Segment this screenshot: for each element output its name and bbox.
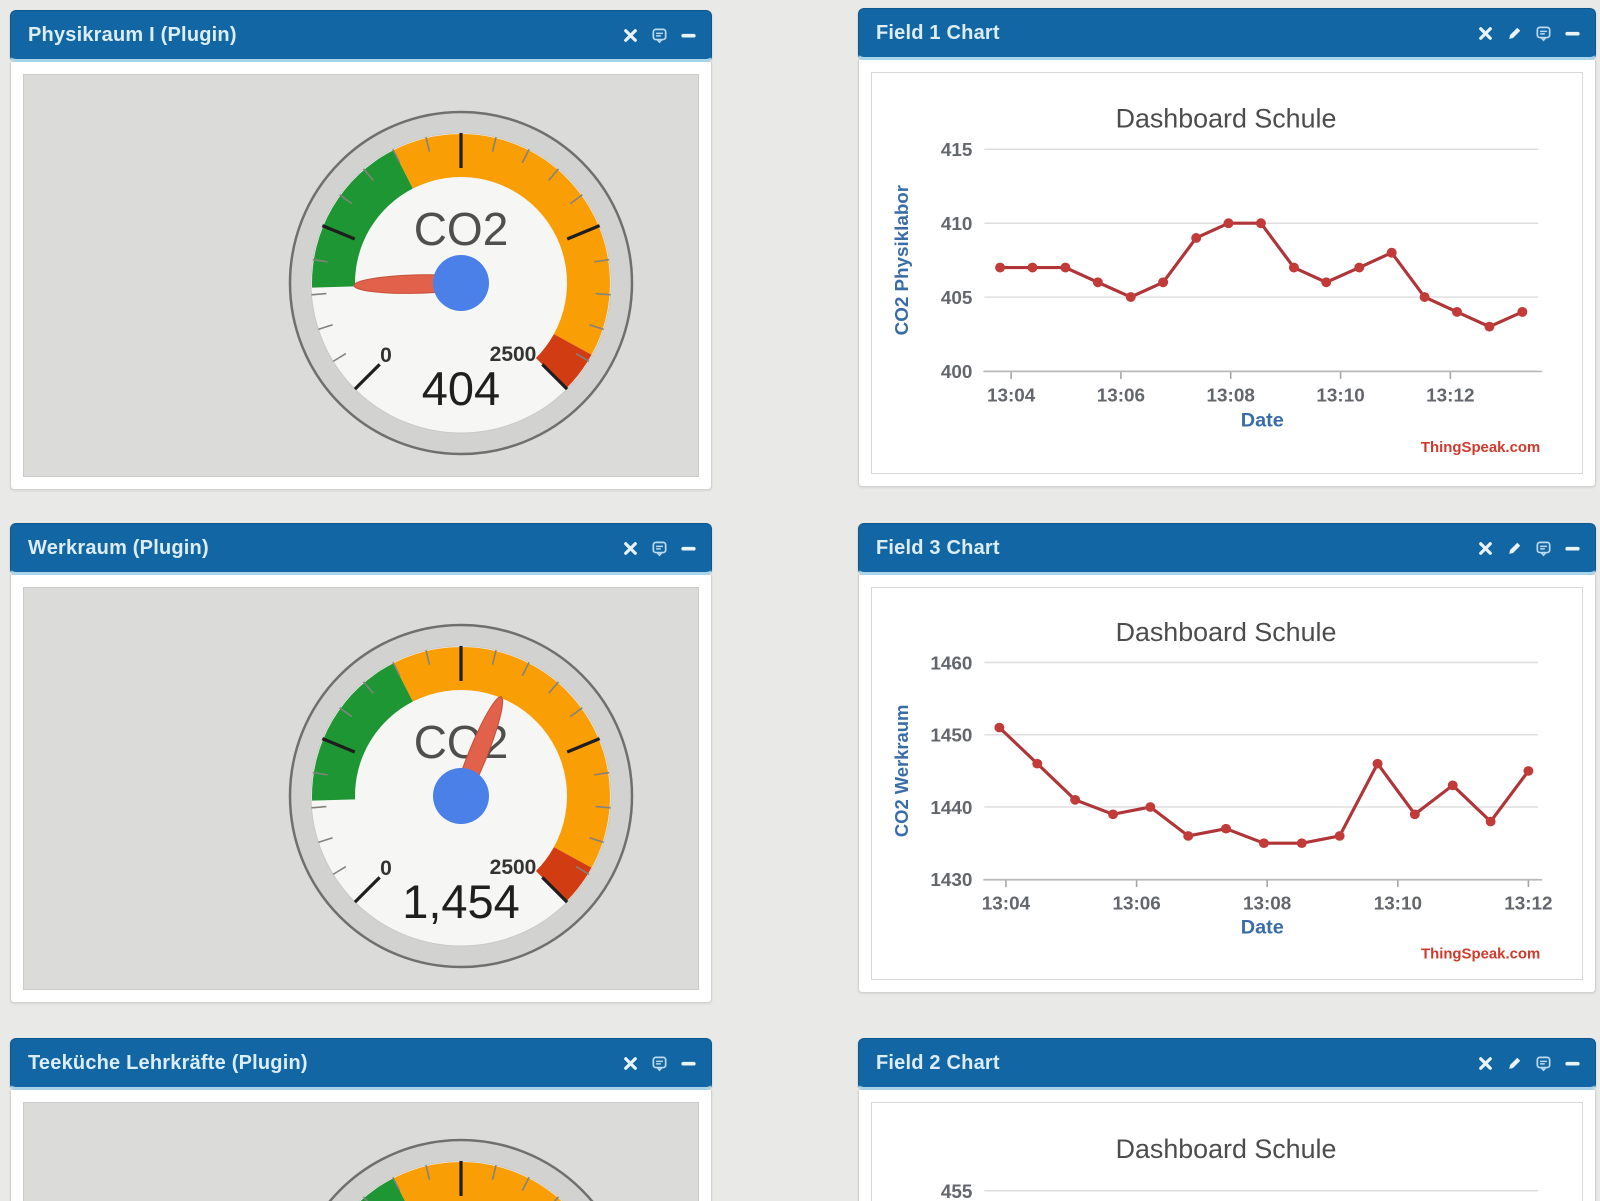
collapse-minus-icon[interactable]	[680, 1055, 697, 1072]
collapse-minus-icon[interactable]	[1564, 1055, 1581, 1072]
panel-title: Teeküche Lehrkräfte (Plugin)	[28, 1051, 308, 1074]
svg-text:1,454: 1,454	[402, 875, 520, 928]
line-chart-field3: Dashboard Schule 1430 1440 1450 1460 13:04 13:…	[871, 587, 1583, 980]
svg-text:Dashboard Schule: Dashboard Schule	[1116, 1134, 1337, 1164]
svg-text:405: 405	[941, 287, 973, 308]
close-icon[interactable]	[1477, 1055, 1494, 1072]
svg-text:13:06: 13:06	[1112, 893, 1160, 914]
edit-pencil-icon[interactable]	[1506, 25, 1523, 42]
close-icon[interactable]	[1477, 25, 1494, 42]
gauge-panel-werkraum: Werkraum (Plugin) CO2 0 2500 1,454	[10, 523, 712, 1003]
line-chart-svg: Dashboard Schule 1430 1440 1450 1460 13:04 13:…	[891, 618, 1553, 963]
svg-text:CO2 Werkraum: CO2 Werkraum	[891, 705, 912, 837]
comment-badge-icon[interactable]	[651, 540, 668, 557]
svg-text:13:04: 13:04	[982, 893, 1031, 914]
comment-badge-icon[interactable]	[1535, 25, 1552, 42]
svg-text:2500: 2500	[490, 856, 537, 879]
svg-text:Dashboard Schule: Dashboard Schule	[1116, 104, 1337, 134]
close-icon[interactable]	[622, 1055, 639, 1072]
close-icon[interactable]	[1477, 540, 1494, 557]
svg-text:Date: Date	[1241, 410, 1284, 432]
svg-text:1450: 1450	[930, 725, 972, 746]
svg-text:455: 455	[941, 1182, 972, 1201]
line-chart-svg: Dashboard Schule 400 405 410 415 13:04 13:06 13…	[891, 104, 1543, 456]
svg-text:CO2 Physiklabor: CO2 Physiklabor	[891, 184, 912, 335]
comment-badge-icon[interactable]	[651, 27, 668, 44]
svg-text:404: 404	[422, 362, 500, 415]
svg-text:1440: 1440	[930, 797, 972, 818]
line-chart-field2: Dashboard Schule 455	[871, 1102, 1583, 1201]
svg-text:CO2: CO2	[414, 203, 509, 255]
svg-text:0: 0	[380, 857, 392, 880]
panel-title: Physikraum I (Plugin)	[28, 23, 237, 46]
line-chart-field1: Dashboard Schule 400 405 410 415 13:04 13:06 13…	[871, 72, 1583, 474]
svg-text:Dashboard Schule: Dashboard Schule	[1116, 618, 1337, 648]
panel-title: Field 3 Chart	[876, 536, 1000, 559]
svg-text:2500: 2500	[490, 343, 537, 366]
panel-drag-header[interactable]: Werkraum (Plugin)	[10, 523, 712, 575]
collapse-minus-icon[interactable]	[680, 540, 697, 557]
svg-text:400: 400	[941, 361, 973, 382]
gauge-panel-physikraum: Physikraum I (Plugin) CO2 0 2500 404	[10, 10, 712, 490]
svg-text:ThingSpeak.com: ThingSpeak.com	[1421, 440, 1540, 456]
svg-text:13:08: 13:08	[1207, 385, 1255, 406]
collapse-minus-icon[interactable]	[1564, 540, 1581, 557]
panel-drag-header[interactable]: Field 1 Chart	[858, 8, 1596, 60]
chart-panel-body: Dashboard Schule 1430 1440 1450 1460 13:04 13:…	[858, 575, 1596, 993]
co2-gauge: CO2 0 2500 404	[23, 74, 699, 477]
svg-text:13:12: 13:12	[1426, 385, 1474, 406]
svg-text:13:06: 13:06	[1097, 385, 1145, 406]
panel-title: Field 1 Chart	[876, 21, 1000, 44]
chart-panel-field1: Field 1 Chart Dashboard Schule 400 405 410 4…	[858, 8, 1596, 487]
svg-text:1430: 1430	[930, 869, 972, 890]
svg-text:13:12: 13:12	[1504, 893, 1552, 914]
comment-badge-icon[interactable]	[651, 1055, 668, 1072]
comment-badge-icon[interactable]	[1535, 540, 1552, 557]
svg-text:410: 410	[941, 213, 973, 234]
svg-text:13:08: 13:08	[1243, 893, 1291, 914]
gauge-panel-body: CO2 0 2500 404	[10, 62, 712, 490]
edit-pencil-icon[interactable]	[1506, 1055, 1523, 1072]
panel-title: Field 2 Chart	[876, 1051, 1000, 1074]
line-chart-svg: Dashboard Schule 455	[941, 1134, 1539, 1201]
gauge-panel-body: CO2 0 2500 1,454	[10, 575, 712, 1003]
svg-text:13:04: 13:04	[987, 385, 1036, 406]
chart-panel-body: Dashboard Schule 400 405 410 415 13:04 13:06 13…	[858, 60, 1596, 487]
comment-badge-icon[interactable]	[1535, 1055, 1552, 1072]
panel-title: Werkraum (Plugin)	[28, 536, 209, 559]
close-icon[interactable]	[622, 540, 639, 557]
panel-drag-header[interactable]: Physikraum I (Plugin)	[10, 10, 712, 62]
collapse-minus-icon[interactable]	[680, 27, 697, 44]
panel-drag-header[interactable]: Teeküche Lehrkräfte (Plugin)	[10, 1038, 712, 1090]
svg-text:ThingSpeak.com: ThingSpeak.com	[1421, 947, 1540, 963]
edit-pencil-icon[interactable]	[1506, 540, 1523, 557]
close-icon[interactable]	[622, 27, 639, 44]
svg-text:Date: Date	[1241, 917, 1284, 939]
collapse-minus-icon[interactable]	[1564, 25, 1581, 42]
svg-text:415: 415	[941, 139, 973, 160]
chart-panel-field2: Field 2 Chart Dashboard Schule 455	[858, 1038, 1596, 1201]
panel-drag-header[interactable]: Field 3 Chart	[858, 523, 1596, 575]
svg-text:13:10: 13:10	[1316, 385, 1364, 406]
chart-panel-body: Dashboard Schule 455	[858, 1090, 1596, 1201]
svg-text:0: 0	[380, 344, 392, 367]
svg-text:13:10: 13:10	[1374, 893, 1422, 914]
chart-panel-field3: Field 3 Chart Dashboard Schule 1430 1440 14…	[858, 523, 1596, 993]
panel-drag-header[interactable]: Field 2 Chart	[858, 1038, 1596, 1090]
svg-text:1460: 1460	[930, 653, 972, 674]
co2-gauge: CO2 0 2500 1,454	[23, 587, 699, 990]
